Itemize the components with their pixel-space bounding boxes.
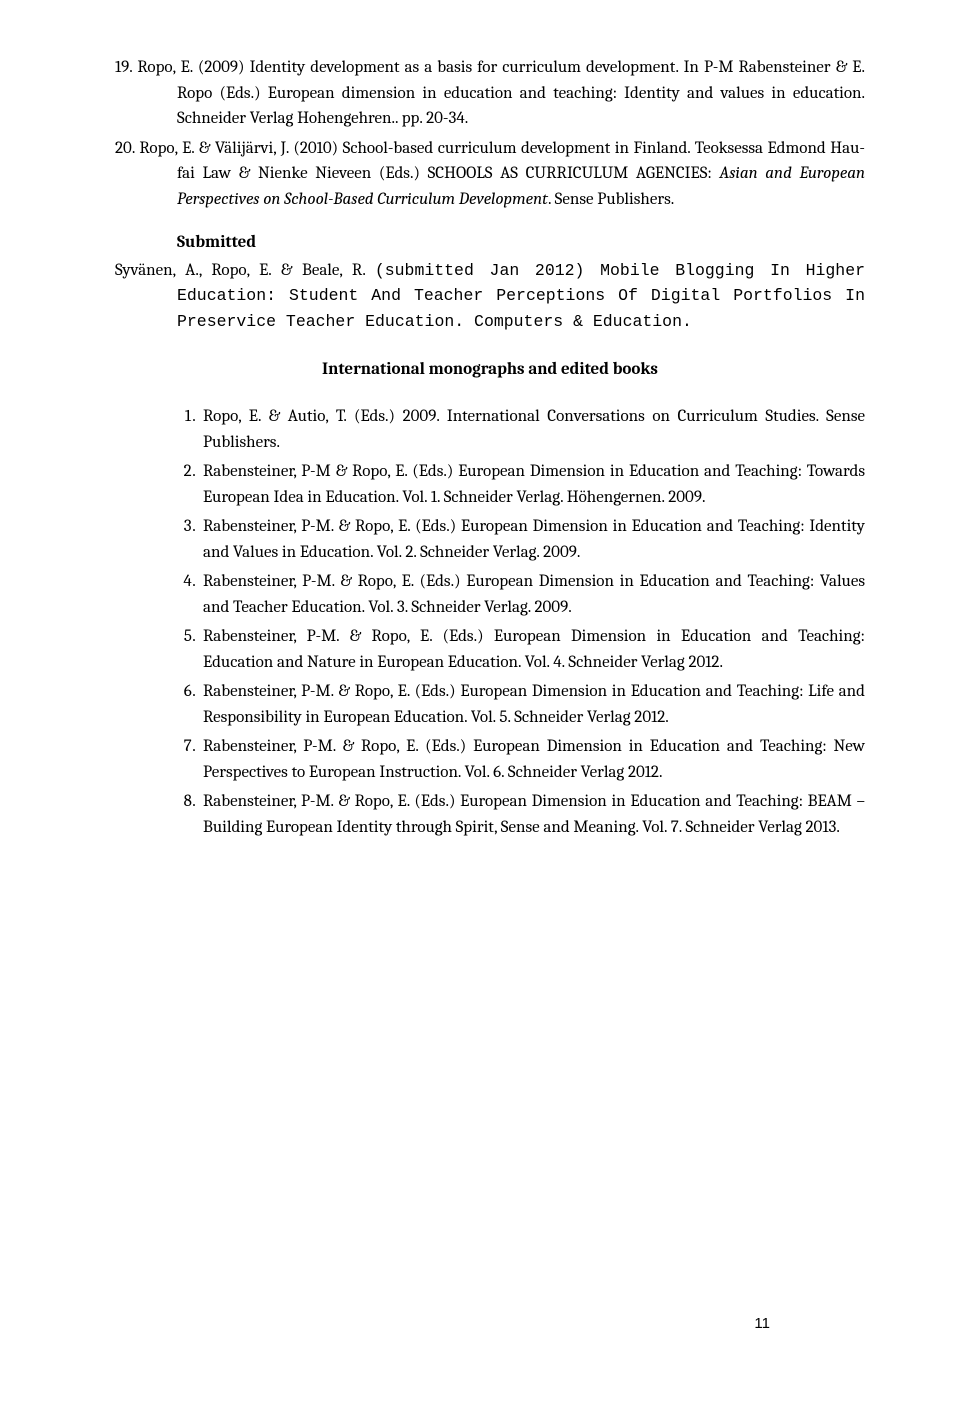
list-item: Rabensteiner, P-M. & Ropo, E. (Eds.) Eur… [199, 514, 865, 565]
submitted-heading: Submitted [177, 230, 865, 256]
submitted-entry: Syvänen, A., Ropo, E. & Beale, R. (submi… [115, 258, 865, 335]
list-item: Rabensteiner, P-M. & Ropo, E. (Eds.) Eur… [199, 624, 865, 675]
reference-20-part2: . Sense Publishers. [548, 190, 674, 209]
list-item: Rabensteiner, P-M. & Ropo, E. (Eds.) Eur… [199, 734, 865, 785]
submitted-authors: Syvänen, A., Ropo, E. & Beale, R. [115, 261, 375, 280]
reference-19: 19. Ropo, E. (2009) Identity development… [115, 55, 865, 132]
list-item: Rabensteiner, P-M. & Ropo, E. (Eds.) Eur… [199, 569, 865, 620]
monographs-list: Ropo, E. & Autio, T. (Eds.) 2009. Intern… [115, 404, 865, 840]
section-heading-monographs: International monographs and edited book… [115, 357, 865, 383]
list-item: Rabensteiner, P-M & Ropo, E. (Eds.) Euro… [199, 459, 865, 510]
page-number: 11 [754, 1313, 770, 1336]
list-item: Ropo, E. & Autio, T. (Eds.) 2009. Intern… [199, 404, 865, 455]
list-item: Rabensteiner, P-M. & Ropo, E. (Eds.) Eur… [199, 789, 865, 840]
list-item: Rabensteiner, P-M. & Ropo, E. (Eds.) Eur… [199, 679, 865, 730]
reference-20: 20. Ropo, E. & Välijärvi, J. (2010) Scho… [115, 136, 865, 213]
